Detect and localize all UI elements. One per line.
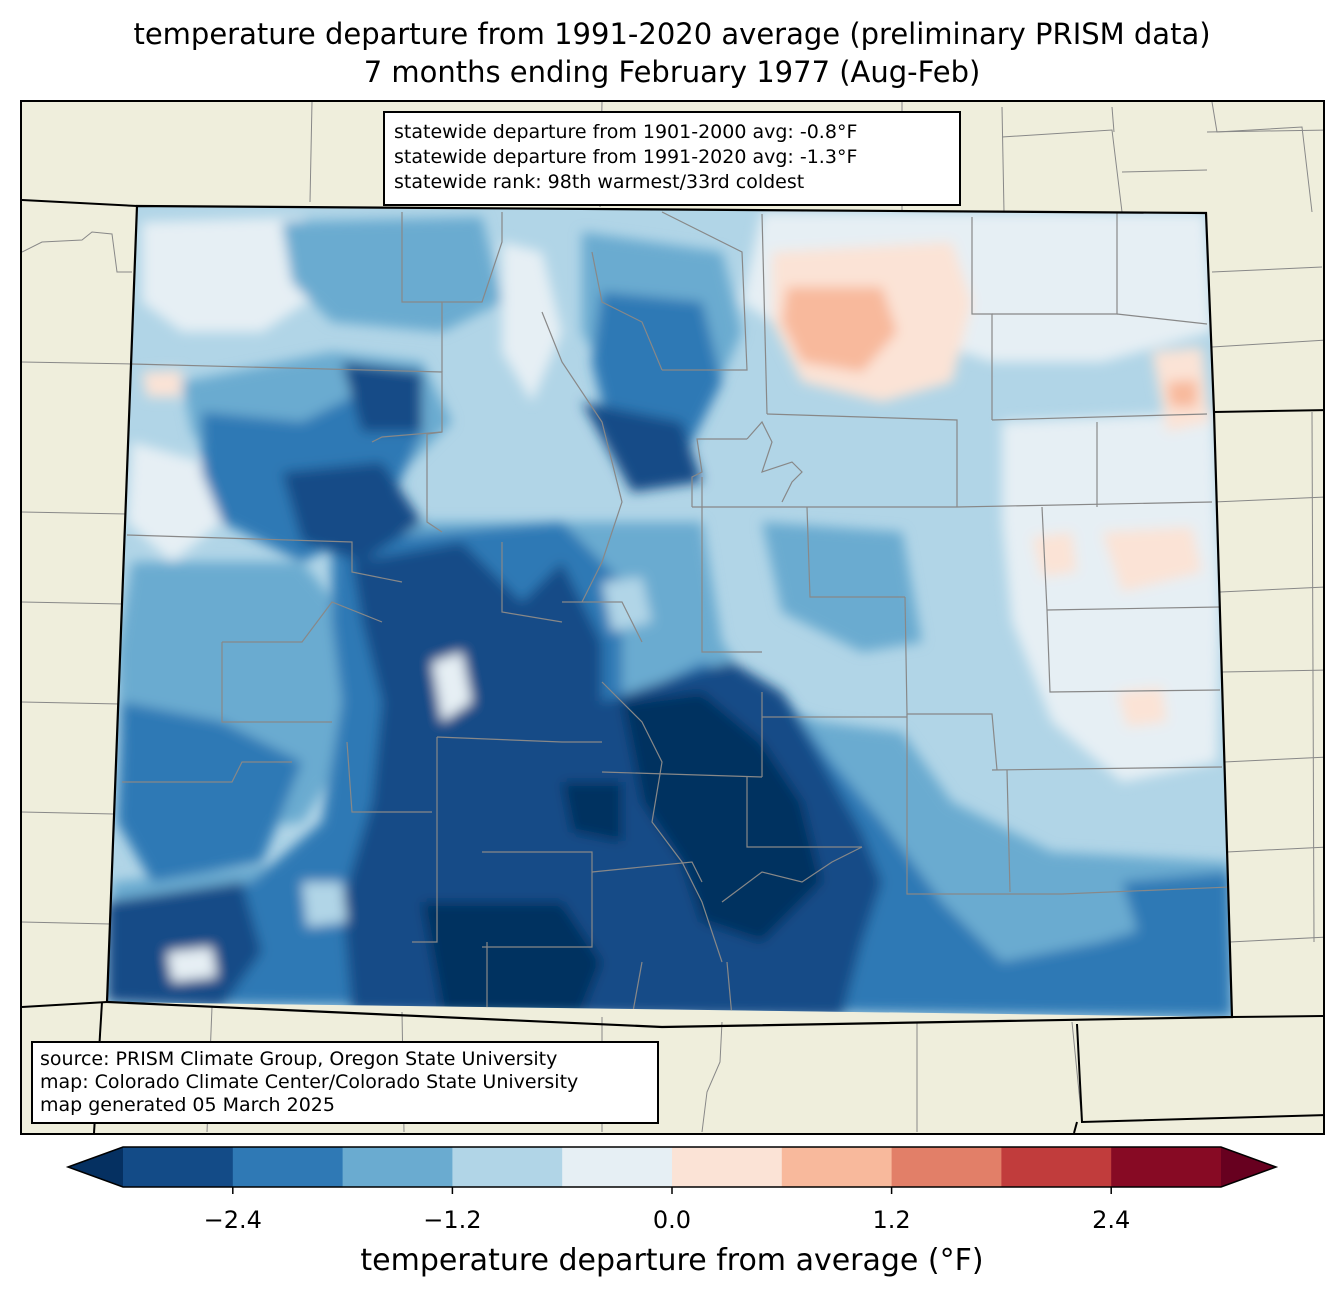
colorbar-segment: [452, 1147, 563, 1187]
colorbar-tick-label: −1.2: [423, 1206, 482, 1234]
colorbar-segment: [342, 1147, 453, 1187]
source-credit: source: PRISM Climate Group, Oregon Stat…: [40, 1048, 558, 1070]
map-title-line2: 7 months ending February 1977 (Aug-Feb): [363, 55, 981, 89]
map-generated-date: map generated 05 March 2025: [40, 1094, 335, 1116]
colorbar-segment: [672, 1147, 783, 1187]
map-frame: [20, 100, 1325, 1135]
colorbar-segment: [123, 1147, 234, 1187]
colorbar-tick-label: 0.0: [652, 1206, 692, 1234]
colorbar: [65, 1146, 1279, 1194]
stats-rank: statewide rank: 98th warmest/33rd coldes…: [394, 171, 805, 193]
colorbar-segment: [1001, 1147, 1112, 1187]
colorbar-label: temperature departure from average (°F): [360, 1243, 984, 1278]
stats-departure-1901-2000: statewide departure from 1901-2000 avg: …: [394, 121, 858, 143]
map-title-line1: temperature departure from 1991-2020 ave…: [133, 17, 1211, 51]
source-credit-box: source: PRISM Climate Group, Oregon Stat…: [31, 1041, 659, 1124]
colorbar-segment: [232, 1147, 344, 1187]
colorado-county-lines: [122, 211, 1231, 1017]
colorbar-segment: [891, 1147, 1002, 1187]
colorbar-over-arrow: [1221, 1147, 1276, 1187]
colorbar-tick-label: 2.4: [1092, 1206, 1131, 1234]
colorado-state-border: [105, 204, 1234, 1029]
colorbar-outline: [65, 1146, 1279, 1188]
colorbar-segment: [1111, 1147, 1222, 1187]
temperature-field: [107, 206, 1232, 1017]
colorbar-under-arrow: [68, 1147, 123, 1187]
statewide-stats-box: statewide departure from 1901-2000 avg: …: [383, 111, 961, 206]
neighbor-county-lines: [22, 102, 1323, 1133]
colorbar-segment: [781, 1147, 893, 1187]
colorbar-tick-label: 1.2: [872, 1206, 911, 1234]
colorbar-tick-label: −2.4: [203, 1206, 262, 1234]
stats-departure-1991-2020: statewide departure from 1991-2020 avg: …: [394, 146, 858, 168]
map-credit: map: Colorado Climate Center/Colorado St…: [40, 1071, 579, 1093]
map-canvas: [22, 102, 1323, 1133]
colorbar-segment: [562, 1147, 673, 1187]
